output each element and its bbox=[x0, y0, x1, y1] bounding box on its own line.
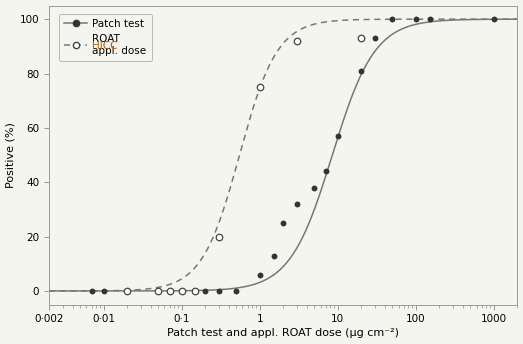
Point bbox=[201, 288, 209, 294]
Point bbox=[165, 288, 174, 294]
Point bbox=[154, 288, 162, 294]
Point bbox=[322, 169, 330, 174]
Point bbox=[191, 288, 200, 294]
Point bbox=[256, 84, 264, 90]
Point bbox=[293, 201, 301, 207]
Point bbox=[334, 133, 342, 139]
Legend: Patch test, ROAT
appl. dose: Patch test, ROAT appl. dose bbox=[59, 14, 152, 61]
Point bbox=[357, 68, 366, 74]
Point bbox=[357, 35, 366, 41]
Point bbox=[310, 185, 319, 191]
Point bbox=[371, 35, 379, 41]
Point bbox=[191, 288, 200, 294]
Point bbox=[99, 288, 108, 294]
Point bbox=[232, 288, 241, 294]
Point bbox=[154, 288, 162, 294]
Point bbox=[165, 288, 174, 294]
Point bbox=[123, 288, 131, 294]
Point bbox=[293, 38, 301, 44]
Point bbox=[123, 288, 131, 294]
Point bbox=[490, 17, 498, 22]
Text: HICC: HICC bbox=[92, 41, 118, 51]
Point bbox=[215, 234, 223, 239]
Point bbox=[269, 253, 278, 258]
Point bbox=[177, 288, 186, 294]
Y-axis label: Positive (%): Positive (%) bbox=[6, 122, 16, 188]
Point bbox=[425, 17, 434, 22]
Point bbox=[256, 272, 264, 277]
Point bbox=[177, 288, 186, 294]
X-axis label: Patch test and appl. ROAT dose (μg cm⁻²): Patch test and appl. ROAT dose (μg cm⁻²) bbox=[167, 329, 399, 338]
Point bbox=[279, 220, 288, 226]
Point bbox=[215, 288, 223, 294]
Point bbox=[412, 17, 420, 22]
Point bbox=[87, 288, 96, 294]
Point bbox=[388, 17, 396, 22]
